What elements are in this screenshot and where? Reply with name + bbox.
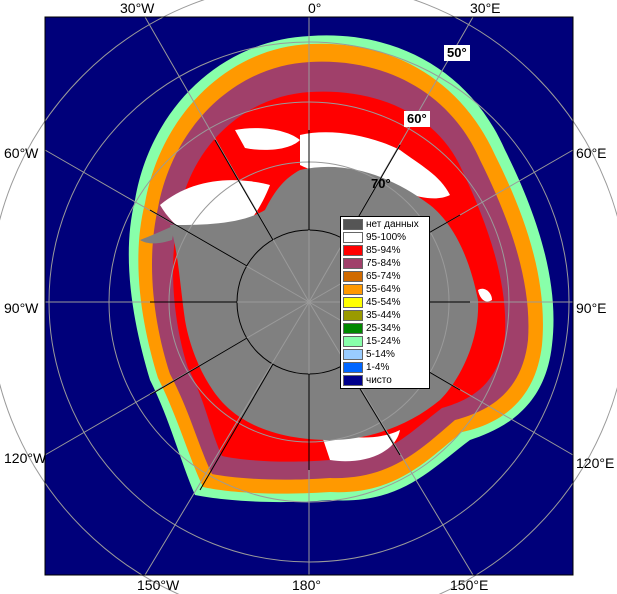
lon-label-right-3: 120°E: [576, 455, 615, 471]
legend-swatch: [343, 232, 363, 243]
legend-label: 75-84%: [366, 258, 401, 269]
legend-item: 35-44%: [343, 309, 427, 322]
map-frame: [44, 16, 574, 576]
legend-item: 45-54%: [343, 296, 427, 309]
legend-swatch: [343, 349, 363, 360]
legend-label: 45-54%: [366, 297, 401, 308]
legend-label: 85-94%: [366, 245, 401, 256]
lon-label-right-2: 90°E: [576, 300, 607, 316]
legend-swatch: [343, 297, 363, 308]
legend-item: 85-94%: [343, 244, 427, 257]
lon-label-left-1: 60°W: [4, 145, 39, 161]
lon-label-right-1: 60°E: [576, 145, 607, 161]
legend-item: 95-100%: [343, 231, 427, 244]
legend-swatch: [343, 323, 363, 334]
legend-swatch: [343, 284, 363, 295]
legend-label: 15-24%: [366, 336, 401, 347]
legend-item: 15-24%: [343, 335, 427, 348]
lon-label-bottom-2: 180°: [292, 577, 321, 593]
legend-label: чисто: [366, 375, 392, 386]
legend-item: 25-34%: [343, 322, 427, 335]
legend-swatch: [343, 362, 363, 373]
legend-swatch: [343, 375, 363, 386]
legend-item: 5-14%: [343, 348, 427, 361]
lon-label-top-2: 0°: [308, 0, 322, 16]
lat-label-50: 50°: [444, 45, 470, 61]
legend-swatch: [343, 336, 363, 347]
legend-swatch: [343, 271, 363, 282]
lat-label-70: 70°: [371, 176, 391, 191]
legend-item: 1-4%: [343, 361, 427, 374]
legend-label: 1-4%: [366, 362, 390, 373]
lat-label-60: 60°: [404, 111, 430, 127]
lon-label-left-2: 90°W: [4, 300, 39, 316]
lon-label-left-3: 120°W: [4, 450, 47, 466]
antarctic-peninsula: [140, 225, 175, 244]
lon-label-top-1: 30°W: [120, 0, 155, 16]
legend-swatch: [343, 310, 363, 321]
legend-item: 55-64%: [343, 283, 427, 296]
legend-label: 35-44%: [366, 310, 401, 321]
concentration-legend: нет данных 95-100% 85-94% 75-84% 65-74% 55-64…: [340, 216, 430, 389]
legend-item: чисто: [343, 374, 427, 387]
lon-label-top-3: 30°E: [470, 0, 501, 16]
lon-label-bottom-3: 150°E: [450, 577, 489, 593]
legend-label: 5-14%: [366, 349, 395, 360]
legend-item: 65-74%: [343, 270, 427, 283]
legend-label: 95-100%: [366, 232, 407, 243]
lon-label-bottom-1: 150°W: [137, 577, 180, 593]
legend-swatch: [343, 219, 363, 230]
legend-rows: нет данных 95-100% 85-94% 75-84% 65-74% 55-64…: [343, 218, 427, 387]
ice-95-100-patches: [160, 128, 492, 462]
legend-label: нет данных: [366, 219, 419, 230]
legend-label: 25-34%: [366, 323, 401, 334]
legend-item: 75-84%: [343, 257, 427, 270]
legend-swatch: [343, 245, 363, 256]
legend-label: 55-64%: [366, 284, 401, 295]
legend-item: нет данных: [343, 218, 427, 231]
legend-label: 65-74%: [366, 271, 401, 282]
legend-swatch: [343, 258, 363, 269]
